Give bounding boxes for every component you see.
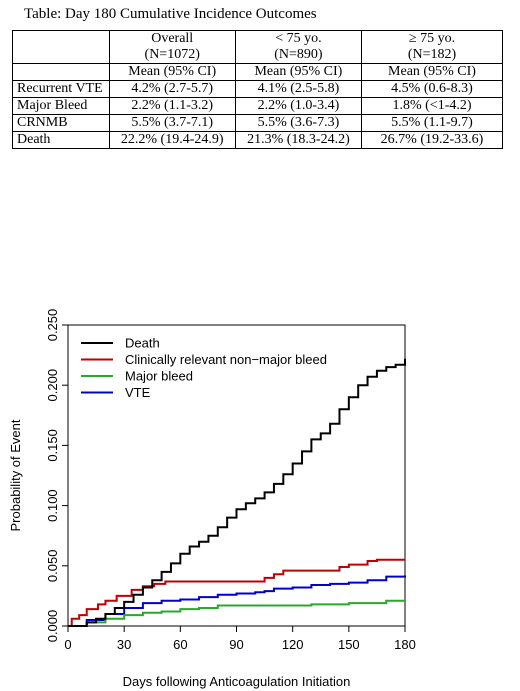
series-line — [68, 575, 406, 627]
column-title-75-plus: ≥ 75 yo. — [408, 31, 456, 46]
table-cell: 2.2% (1.0-3.4) — [234, 97, 362, 115]
y-tick-label: 0.000 — [45, 610, 60, 643]
stat-header-overall: Mean (95% CI) — [108, 63, 236, 81]
table-header-cell: Overall (N=1072) — [108, 30, 236, 64]
stat-header-75-plus: Mean (95% CI) — [360, 63, 504, 81]
legend-label: VTE — [125, 385, 151, 400]
table-cell: 5.5% (3.7-7.1) — [108, 114, 236, 132]
table-caption: Table: Day 180 Cumulative Incidence Outc… — [24, 6, 317, 22]
row-label: Death — [12, 131, 110, 149]
table-header-cell — [12, 30, 110, 64]
x-tick-label: 180 — [394, 637, 416, 652]
outcomes-table: Overall (N=1072) < 75 yo. (N=890) ≥ 75 y… — [12, 30, 504, 149]
table-header-row: Overall (N=1072) < 75 yo. (N=890) ≥ 75 y… — [12, 30, 504, 64]
series-line — [68, 358, 406, 627]
table-row: Major Bleed 2.2% (1.1-3.2) 2.2% (1.0-3.4… — [12, 97, 504, 115]
series-line — [68, 599, 405, 627]
row-label: Recurrent VTE — [12, 80, 110, 98]
table-cell — [12, 63, 110, 81]
y-tick-label: 0.100 — [45, 489, 60, 522]
table-cell: 5.5% (3.6-7.3) — [234, 114, 362, 132]
table-cell: 4.1% (2.5-5.8) — [234, 80, 362, 98]
column-title-under-75: < 75 yo. — [275, 31, 322, 46]
x-tick-label: 120 — [282, 637, 304, 652]
row-label: Major Bleed — [12, 97, 110, 115]
x-axis-label: Days following Anticoagulation Initiatio… — [123, 674, 351, 689]
legend-label: Clinically relevant non−major bleed — [125, 352, 327, 367]
table-header-cell: < 75 yo. (N=890) — [234, 30, 362, 64]
x-tick-label: 30 — [117, 637, 131, 652]
table-cell: 26.7% (19.2-33.6) — [360, 131, 504, 149]
table-cell: 2.2% (1.1-3.2) — [108, 97, 236, 115]
column-n-overall: (N=1072) — [144, 47, 200, 62]
y-axis-label: Probability of Event — [8, 419, 23, 531]
column-title-overall: Overall — [151, 31, 194, 46]
y-tick-label: 0.050 — [45, 550, 60, 583]
table-row: Death 22.2% (19.4-24.9) 21.3% (18.3-24.2… — [12, 131, 504, 149]
column-n-75-plus: (N=182) — [407, 47, 457, 62]
y-tick-label: 0.200 — [45, 369, 60, 402]
stat-header-under-75: Mean (95% CI) — [234, 63, 362, 81]
y-tick-label: 0.150 — [45, 429, 60, 462]
cumulative-incidence-chart: 0 30 60 90 120 150 180 0.000 0.050 0.100 0.150 0.20… — [8, 309, 416, 689]
table-cell: 22.2% (19.4-24.9) — [108, 131, 236, 149]
x-tick-label: 90 — [229, 637, 243, 652]
table-stat-row: Mean (95% CI) Mean (95% CI) Mean (95% CI… — [12, 63, 504, 81]
table-cell: 4.5% (0.6-8.3) — [360, 80, 504, 98]
row-label: CRNMB — [12, 114, 110, 132]
y-tick-label: 0.250 — [45, 309, 60, 342]
x-tick-label: 0 — [64, 637, 71, 652]
table-cell: 1.8% (<1-4.2) — [360, 97, 504, 115]
table-cell: 4.2% (2.7-5.7) — [108, 80, 236, 98]
table-cell: 5.5% (1.1-9.7) — [360, 114, 504, 132]
table-cell: 21.3% (18.3-24.2) — [234, 131, 362, 149]
table-header-cell: ≥ 75 yo. (N=182) — [360, 30, 504, 64]
legend-label: Death — [125, 336, 160, 351]
table-row: Recurrent VTE 4.2% (2.7-5.7) 4.1% (2.5-5… — [12, 80, 504, 98]
table-row: CRNMB 5.5% (3.7-7.1) 5.5% (3.6-7.3) 5.5%… — [12, 114, 504, 132]
x-tick-label: 150 — [338, 637, 360, 652]
x-tick-label: 60 — [173, 637, 187, 652]
series-line — [68, 558, 405, 627]
legend-label: Major bleed — [125, 369, 193, 384]
column-n-under-75: (N=890) — [274, 47, 323, 62]
